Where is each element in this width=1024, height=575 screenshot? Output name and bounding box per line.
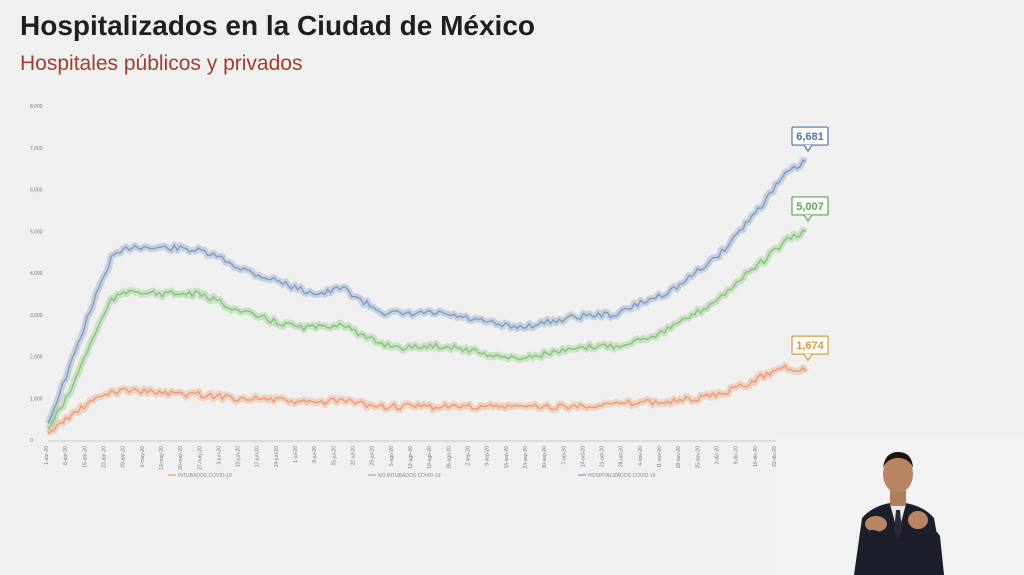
x-tick-label: 28-oct-20 — [619, 446, 625, 467]
series-line — [47, 364, 807, 435]
legend-label: HOSPITALIZADOS COVID-19 — [588, 473, 656, 479]
legend-label: NO INTUBADOS COVID-19 — [378, 473, 441, 479]
y-tick-label: 6,000 — [30, 188, 43, 194]
y-tick-label: 7,000 — [30, 146, 43, 152]
y-tick-label: 2,000 — [30, 355, 43, 361]
x-tick-label: 3-jun-20 — [216, 446, 222, 465]
legend-item: HOSPITALIZADOS COVID-19 — [578, 473, 656, 479]
x-tick-label: 9-sep-20 — [485, 446, 491, 466]
legend-item: INTUBADOS COVID-19 — [168, 473, 232, 479]
interpreter-figure — [776, 436, 1024, 575]
x-tick-label: 8-jul-20 — [312, 446, 318, 463]
x-axis: 1-abr-20 8-abr-20 15-abr-20 22-abr-20 29-abr… — [44, 440, 778, 470]
x-tick-label: 8-abr-20 — [63, 446, 69, 465]
series-line — [47, 159, 807, 424]
page-subtitle: Hospitales públicos y privados — [20, 52, 303, 75]
x-tick-label: 11-nov-20 — [657, 446, 663, 468]
y-tick-label: 3,000 — [30, 313, 43, 319]
x-tick-label: 16-sep-20 — [504, 446, 510, 469]
x-tick-label: 29-jul-20 — [370, 446, 376, 466]
x-tick-label: 15-abr-20 — [82, 446, 88, 468]
y-tick-label: 4,000 — [30, 271, 43, 277]
x-tick-label: 13-may-20 — [159, 446, 165, 470]
x-tick-label: 12-ago-20 — [408, 446, 414, 469]
x-tick-label: 23-sep-20 — [523, 446, 529, 469]
x-tick-label: 14-oct-20 — [580, 446, 586, 467]
y-tick-label: 8,000 — [30, 104, 43, 110]
x-tick-label: 5-ago-20 — [389, 446, 395, 466]
legend: INTUBADOS COVID-19 NO INTUBADOS COVID-19 H… — [168, 473, 656, 479]
value-callout: 1,674 — [791, 335, 829, 362]
series-layer — [44, 156, 809, 437]
x-tick-label: 29-abr-20 — [121, 446, 127, 468]
x-tick-label: 7-oct-20 — [561, 446, 567, 465]
x-tick-label: 19-ago-20 — [427, 446, 433, 469]
x-tick-label: 25-nov-20 — [695, 446, 701, 469]
callout-layer: 6,681 5,007 1,674 — [791, 126, 829, 362]
x-tick-label: 1-jul-20 — [293, 446, 299, 463]
value-callout: 6,681 — [791, 126, 829, 153]
y-tick-label: 0 — [30, 438, 33, 444]
series-line — [47, 229, 807, 430]
x-tick-label: 22-abr-20 — [101, 446, 107, 468]
value-callout: 5,007 — [791, 196, 829, 223]
callout-label: 1,674 — [796, 340, 824, 352]
y-tick-label: 1,000 — [30, 396, 43, 402]
x-tick-label: 10-jun-20 — [236, 446, 242, 467]
x-tick-label: 18-nov-20 — [676, 446, 682, 469]
x-tick-label: 23-dic-20 — [772, 446, 778, 467]
x-tick-label: 2-sep-20 — [465, 446, 471, 466]
x-tick-label: 30-sep-20 — [542, 446, 548, 469]
page-title: Hospitalizados en la Ciudad de México — [20, 10, 535, 41]
y-tick-label: 5,000 — [30, 229, 43, 235]
sign-language-interpreter-video — [776, 436, 1024, 575]
x-tick-label: 26-ago-20 — [446, 446, 452, 469]
x-tick-label: 2-dic-20 — [715, 446, 721, 464]
x-tick-label: 6-may-20 — [140, 446, 146, 467]
callout-label: 6,681 — [796, 131, 824, 143]
x-tick-label: 17-jun-20 — [255, 446, 261, 467]
x-tick-label: 1-abr-20 — [44, 446, 50, 465]
series-band — [45, 361, 809, 437]
y-axis-labels: 8,000 7,000 6,000 5,000 4,000 3,000 2,000 1,000… — [30, 104, 43, 444]
x-tick-label: 27-may-20 — [197, 446, 203, 470]
x-tick-label: 15-jul-20 — [331, 446, 337, 466]
x-tick-label: 21-oct-20 — [600, 446, 606, 467]
x-tick-label: 4-nov-20 — [638, 446, 644, 466]
legend-item: NO INTUBADOS COVID-19 — [368, 473, 441, 479]
legend-label: INTUBADOS COVID-19 — [178, 473, 232, 479]
x-tick-label: 16-dic-20 — [753, 446, 759, 467]
x-tick-label: 20-may-20 — [178, 446, 184, 470]
x-tick-label: 22-jul-20 — [351, 446, 357, 466]
callout-label: 5,007 — [796, 201, 824, 213]
x-tick-label: 9-dic-20 — [734, 446, 740, 464]
x-tick-label: 24-jun-20 — [274, 446, 280, 467]
